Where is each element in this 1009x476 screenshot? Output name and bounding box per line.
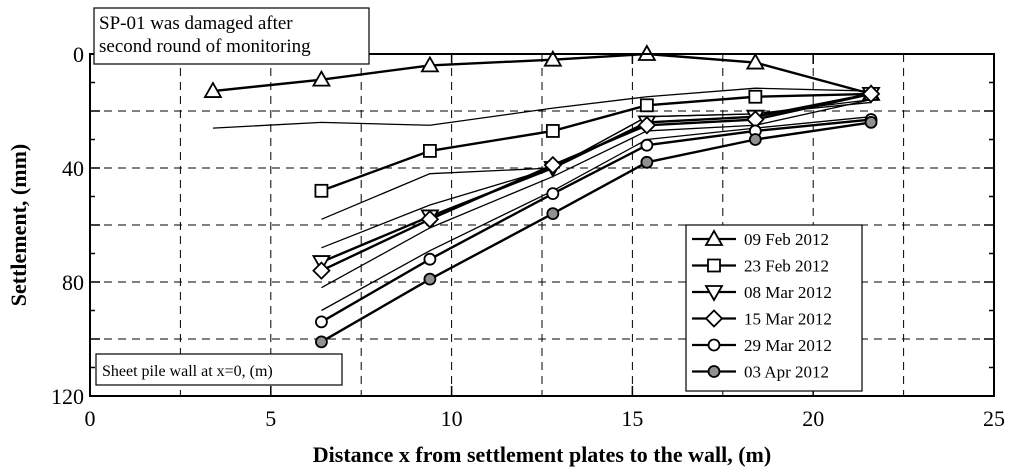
y-tick-label: 0: [73, 42, 84, 67]
x-tick-label: 15: [621, 406, 643, 431]
circle-marker: [423, 252, 437, 266]
legend: 09 Feb 2012 23 Feb 2012 08 Mar 2012 15 Mar …: [685, 224, 863, 392]
legend-label: 23 Feb 2012: [744, 257, 829, 276]
legend-label: 15 Mar 2012: [744, 310, 832, 329]
circle-marker: [315, 315, 328, 329]
x-axis-title: Distance x from settlement plates to the…: [313, 442, 771, 467]
wall-note-text: Sheet pile wall at x=0, (m): [102, 363, 273, 380]
triangle-up-marker: [704, 229, 724, 246]
square-marker: [748, 89, 763, 104]
filled-circle-marker: [423, 272, 437, 286]
damage-note-text: SP-01 was damaged after: [99, 13, 293, 34]
triangle-up-marker: [745, 52, 765, 70]
triangle-up-marker: [203, 81, 223, 98]
legend-label: 09 Feb 2012: [744, 230, 829, 249]
square-marker: [707, 258, 721, 273]
filled-circle-marker: [864, 116, 878, 129]
legend-label: 08 Mar 2012: [744, 283, 832, 302]
filled-circle-marker: [315, 335, 328, 349]
series-line: [320, 121, 872, 343]
triangle-up-marker: [543, 49, 563, 67]
unlabeled-series-line: [321, 98, 872, 289]
filled-circle-marker: [748, 133, 762, 146]
y-tick-label: 80: [62, 270, 84, 295]
axis-ticks: 0 5 10 15 20 25 0 40 80 120: [51, 42, 1005, 431]
diamond-marker: [543, 155, 563, 175]
filled-circle-marker: [640, 155, 654, 169]
x-tick-label: 25: [983, 406, 1005, 431]
circle-marker: [640, 138, 654, 152]
filled-circle-marker: [707, 365, 721, 378]
legend-label: 03 Apr 2012: [744, 363, 829, 382]
wall-note-box: [95, 353, 343, 386]
x-tick-label: 5: [265, 406, 276, 431]
series-line: [320, 92, 872, 272]
square-marker: [314, 183, 329, 198]
diamond-marker: [420, 210, 440, 229]
diamond-marker: [637, 115, 657, 135]
series-line: [321, 92, 872, 192]
triangle-up-marker: [420, 55, 440, 73]
square-marker: [639, 98, 654, 113]
unlabeled-series-line: [321, 98, 872, 249]
triangle-down-marker: [704, 285, 724, 302]
x-tick-label: 20: [802, 406, 824, 431]
circle-marker: [546, 187, 560, 201]
damage-note-text: second round of monitoring: [99, 36, 311, 57]
diamond-marker: [704, 309, 724, 328]
circle-marker: [707, 338, 721, 352]
y-tick-label: 40: [62, 156, 84, 181]
square-marker: [545, 124, 560, 138]
damage-note-box: [93, 7, 370, 65]
diamond-marker: [861, 84, 881, 104]
legend-box: [685, 224, 863, 392]
legend-label: 29 Mar 2012: [744, 336, 832, 355]
unlabeled-series-line: [212, 87, 872, 129]
series-group: [203, 44, 881, 349]
diamond-marker: [312, 261, 331, 280]
y-tick-label: 120: [51, 384, 84, 409]
filled-circle-marker: [546, 207, 560, 221]
x-tick-label: 10: [441, 406, 463, 431]
unlabeled-series-line: [321, 116, 872, 312]
x-tick-label: 0: [85, 406, 96, 431]
series-line: [320, 118, 872, 323]
triangle-up-marker: [311, 69, 331, 87]
square-marker: [423, 143, 437, 158]
y-axis-title: Settlement, (mm): [6, 144, 31, 307]
